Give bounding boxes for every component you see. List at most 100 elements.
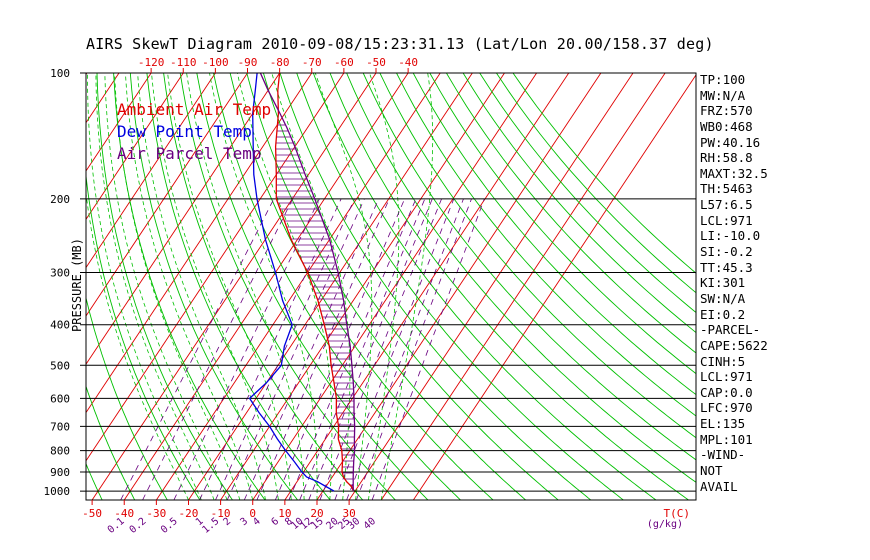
mixing-ratio-line [356, 198, 472, 500]
top-temp-label: -110 [170, 56, 197, 69]
pressure-label: 500 [50, 359, 70, 372]
pressure-label: 700 [50, 420, 70, 433]
dry-adiabat-line [329, 73, 689, 500]
pressure-label: 600 [50, 392, 70, 405]
moist-adiabat-line [104, 73, 228, 500]
mixing-ratio-label: 3 [239, 516, 251, 528]
legend-dewpoint: Dew Point Temp [117, 122, 252, 141]
index-21: LFC:970 [700, 400, 753, 416]
index-2: FRZ:570 [700, 103, 753, 119]
moist-adiabat-line [209, 73, 318, 500]
dry-adiabat-line [312, 73, 657, 500]
mixing-ratio-line [199, 198, 342, 500]
bottom-temp-label: 30 [342, 507, 355, 520]
bottom-temp-label: 20 [310, 507, 323, 520]
isotherm-line [348, 73, 634, 500]
moist-adiabat-line [87, 73, 202, 500]
index-23: MPL:101 [700, 431, 753, 447]
index-15: EI:0.2 [700, 306, 746, 322]
moist-adiabat-line [380, 73, 434, 500]
index-1: MW:N/A [700, 87, 746, 103]
parcel-temp-line [259, 73, 356, 492]
moist-adiabat-line [271, 73, 351, 500]
index-5: RH:58.8 [700, 150, 753, 166]
plot-area [0, 73, 696, 500]
bottom-temp-label: 10 [278, 507, 291, 520]
dry-adiabat-line [86, 462, 103, 500]
index-17: CAPE:5622 [700, 337, 768, 353]
pressure-label: 900 [50, 466, 70, 479]
bottom-temp-label: -50 [82, 507, 102, 520]
pressure-label: 200 [50, 193, 70, 206]
isotherm-line [380, 73, 666, 500]
dry-adiabat-line [412, 73, 696, 396]
index-0: TP:100 [700, 72, 746, 87]
isotherm-line [412, 74, 696, 500]
chart-title: AIRS SkewT Diagram 2010-09-08/15:23:31.1… [86, 35, 714, 53]
isotherm-line [0, 73, 55, 500]
dry-adiabat-line [96, 73, 233, 500]
top-temp-label: -70 [302, 56, 322, 69]
isotherm-line [252, 73, 537, 500]
index-25: NOT [700, 463, 723, 479]
isotherm-line [86, 73, 313, 414]
dry-adiabat-line [429, 73, 696, 375]
mixing-ratio-line [226, 198, 365, 500]
mixing-ratio-label: 4 [251, 516, 263, 528]
pressure-label: 800 [50, 445, 70, 458]
dry-adiabat-line [362, 73, 696, 461]
dry-adiabat-line [86, 296, 168, 500]
index-11: SI:-0.2 [700, 244, 753, 260]
dry-adiabat-line [163, 73, 364, 500]
mixing-ratio-line [371, 198, 485, 500]
top-temp-label: -50 [366, 56, 386, 69]
mixing-ratio-line [308, 198, 433, 500]
top-temp-label: -40 [398, 56, 418, 69]
x-axis-label: T(C) [664, 507, 691, 520]
mixing-ratio-label: 6 [270, 516, 282, 528]
bottom-temp-label: -10 [211, 507, 231, 520]
isotherm-line [91, 73, 377, 500]
bottom-temp-label: -40 [114, 507, 134, 520]
index-12: TT:45.3 [700, 259, 753, 275]
top-temp-label: -60 [334, 56, 354, 69]
mixing-ratio-line [215, 198, 355, 500]
moist-adiabat-line [86, 190, 189, 500]
index-3: WB0:468 [700, 118, 753, 134]
mixing-ratio-line [319, 198, 442, 500]
index-16: -PARCEL- [700, 322, 761, 338]
index-6: MAXT:32.5 [700, 165, 768, 181]
dry-adiabat-line [379, 73, 696, 439]
pressure-label: 1000 [44, 485, 71, 498]
legend-ambient: Ambient Air Temp [117, 100, 272, 119]
plot-frame [85, 72, 697, 501]
moist-adiabat-line [95, 73, 215, 500]
index-14: SW:N/A [700, 290, 746, 306]
moist-adiabat-line [368, 73, 400, 500]
isotherm-line [0, 73, 23, 500]
dry-adiabat-line [196, 73, 429, 500]
index-13: KI:301 [700, 275, 746, 291]
mixing-ratio-line [173, 198, 320, 500]
index-20: CAP:0.0 [700, 384, 753, 400]
dry-adiabat-line [512, 73, 696, 274]
mixing-ratio-line [299, 198, 426, 500]
dry-adiabat-line [279, 73, 592, 500]
dry-adiabat-line [179, 73, 396, 500]
pressure-label: 400 [50, 319, 70, 332]
index-8: L57:6.5 [700, 197, 753, 213]
dry-adiabat-line [496, 73, 696, 294]
dry-adiabat-line [396, 73, 696, 417]
dry-adiabat-line [86, 171, 201, 500]
mixing-ratio-label: 40 [362, 516, 378, 532]
moist-adiabat-line [167, 73, 292, 500]
bottom-temp-label: 0 [249, 507, 256, 520]
stability-indices: TP:100 MW:N/A FRZ:570 WB0:468 PW:40.16 RH:58.… [700, 72, 768, 494]
isotherm-line [86, 73, 152, 172]
mixing-ratio-line [243, 198, 380, 500]
mixing-ratio-line [256, 198, 390, 500]
isotherm-line [316, 73, 602, 500]
moist-adiabat-line [151, 73, 279, 500]
index-22: EL:135 [700, 416, 746, 432]
